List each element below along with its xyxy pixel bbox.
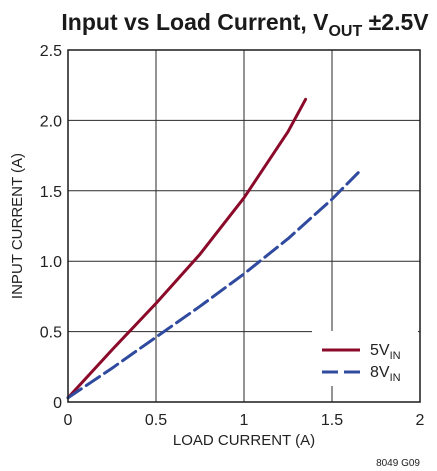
series-line-1	[66, 97, 308, 400]
chart-title-tail: ±2.5V	[362, 9, 429, 35]
chart-title: Input vs Load Current, VOUT ±2.5V	[61, 9, 429, 40]
legend-label-1: 5VIN	[370, 342, 401, 362]
ticks: 0 0.5 1 1.5 2 0 0.5 1.0 1.5 2.0 2.5	[40, 43, 425, 429]
chart-title-subscript: OUT	[328, 23, 362, 40]
series-line-2	[66, 171, 360, 400]
series-lines	[66, 97, 360, 400]
legend-background	[312, 331, 418, 386]
x-tick-label: 0	[64, 412, 73, 429]
x-axis-label: LOAD CURRENT (A)	[173, 432, 315, 449]
chart-title-main: Input vs Load Current, V	[61, 9, 329, 35]
y-tick-label: 1.5	[40, 184, 62, 201]
y-tick-label: 0.5	[40, 325, 62, 342]
x-tick-label: 2	[416, 412, 425, 429]
grid	[68, 50, 420, 402]
plot-frame	[67, 49, 421, 403]
figure-id: 8049 G09	[376, 458, 420, 469]
y-tick-label: 2.0	[40, 113, 62, 130]
x-tick-label: 0.5	[145, 412, 167, 429]
y-tick-label: 0	[53, 395, 62, 412]
legend-label-2: 8VIN	[370, 364, 401, 384]
y-tick-label: 2.5	[40, 43, 62, 60]
y-axis-label: INPUT CURRENT (A)	[9, 153, 26, 299]
x-tick-label: 1	[240, 412, 249, 429]
x-tick-label: 1.5	[321, 412, 343, 429]
y-tick-label: 1.0	[40, 254, 62, 271]
